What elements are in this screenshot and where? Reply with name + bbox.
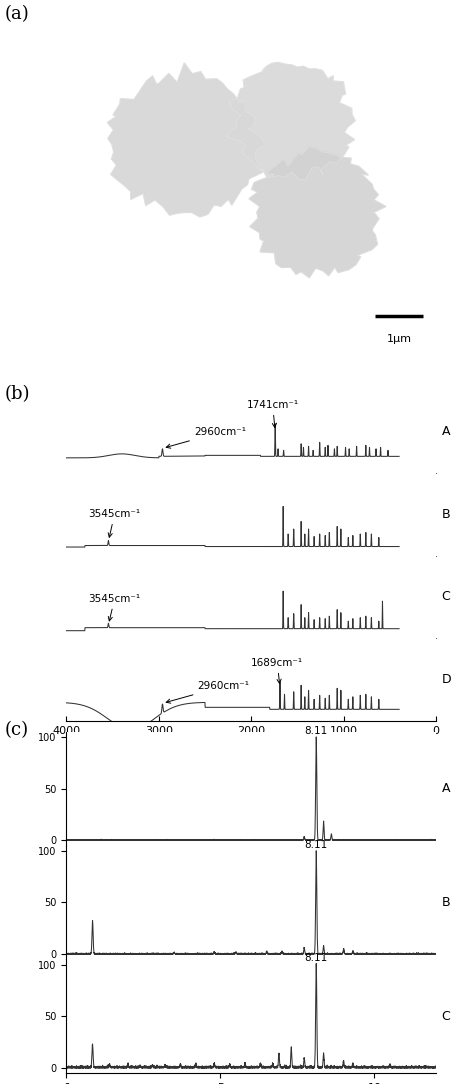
- Text: 2960cm⁻¹: 2960cm⁻¹: [166, 427, 246, 448]
- Text: 8.11: 8.11: [305, 954, 328, 964]
- Text: 8.11: 8.11: [305, 840, 328, 850]
- X-axis label: λ (cm⁻¹): λ (cm⁻¹): [225, 738, 277, 751]
- Polygon shape: [249, 146, 386, 278]
- Text: (a): (a): [5, 5, 29, 24]
- Text: C: C: [442, 1010, 450, 1022]
- Text: 1μm: 1μm: [387, 334, 412, 344]
- Text: A: A: [442, 783, 450, 795]
- Text: A: A: [442, 425, 450, 438]
- Text: B: B: [442, 507, 450, 520]
- Text: 8.11: 8.11: [305, 726, 328, 736]
- Text: 2960cm⁻¹: 2960cm⁻¹: [166, 682, 250, 704]
- Text: (b): (b): [5, 385, 30, 403]
- Text: (c): (c): [5, 721, 29, 739]
- Text: B: B: [442, 896, 450, 908]
- Text: 3545cm⁻¹: 3545cm⁻¹: [89, 594, 141, 621]
- Text: 1741cm⁻¹: 1741cm⁻¹: [246, 400, 299, 427]
- Text: D: D: [442, 673, 451, 686]
- Polygon shape: [227, 63, 355, 180]
- Text: C: C: [442, 591, 450, 604]
- Text: 1689cm⁻¹: 1689cm⁻¹: [251, 658, 303, 683]
- Polygon shape: [108, 63, 265, 217]
- Text: 3545cm⁻¹: 3545cm⁻¹: [89, 509, 141, 538]
